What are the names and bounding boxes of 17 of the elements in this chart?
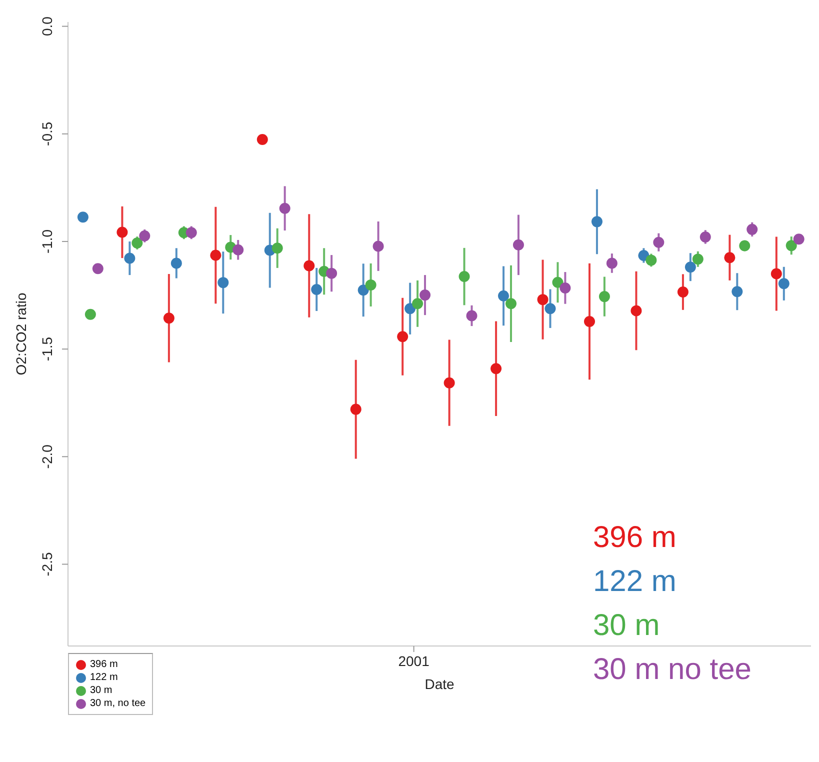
text: 30 m no tee xyxy=(593,652,752,688)
y-axis-title: O2:CO2 ratio xyxy=(13,292,29,376)
y-tick-label: -1.0 xyxy=(39,229,55,254)
y-tick-label: -1.5 xyxy=(39,336,55,362)
legend-label: 30 m xyxy=(90,684,112,697)
annotation: 30 m xyxy=(593,608,661,644)
x-tick-label: 2001 xyxy=(398,653,430,669)
y-tick-label: -2.0 xyxy=(39,444,55,469)
annotation: 122 m xyxy=(593,564,678,600)
y-tick-label: 0.0 xyxy=(39,16,55,36)
legend-label: 396 m xyxy=(90,658,118,671)
annotation: 396 m xyxy=(593,520,678,556)
y-tick-label: -2.5 xyxy=(39,552,55,576)
legend-label: 122 m xyxy=(90,671,118,684)
y-tick-label: -0.5 xyxy=(39,122,55,146)
x-axis-title: Date xyxy=(424,676,454,692)
legend-label: 30 m, no tee xyxy=(90,697,146,710)
